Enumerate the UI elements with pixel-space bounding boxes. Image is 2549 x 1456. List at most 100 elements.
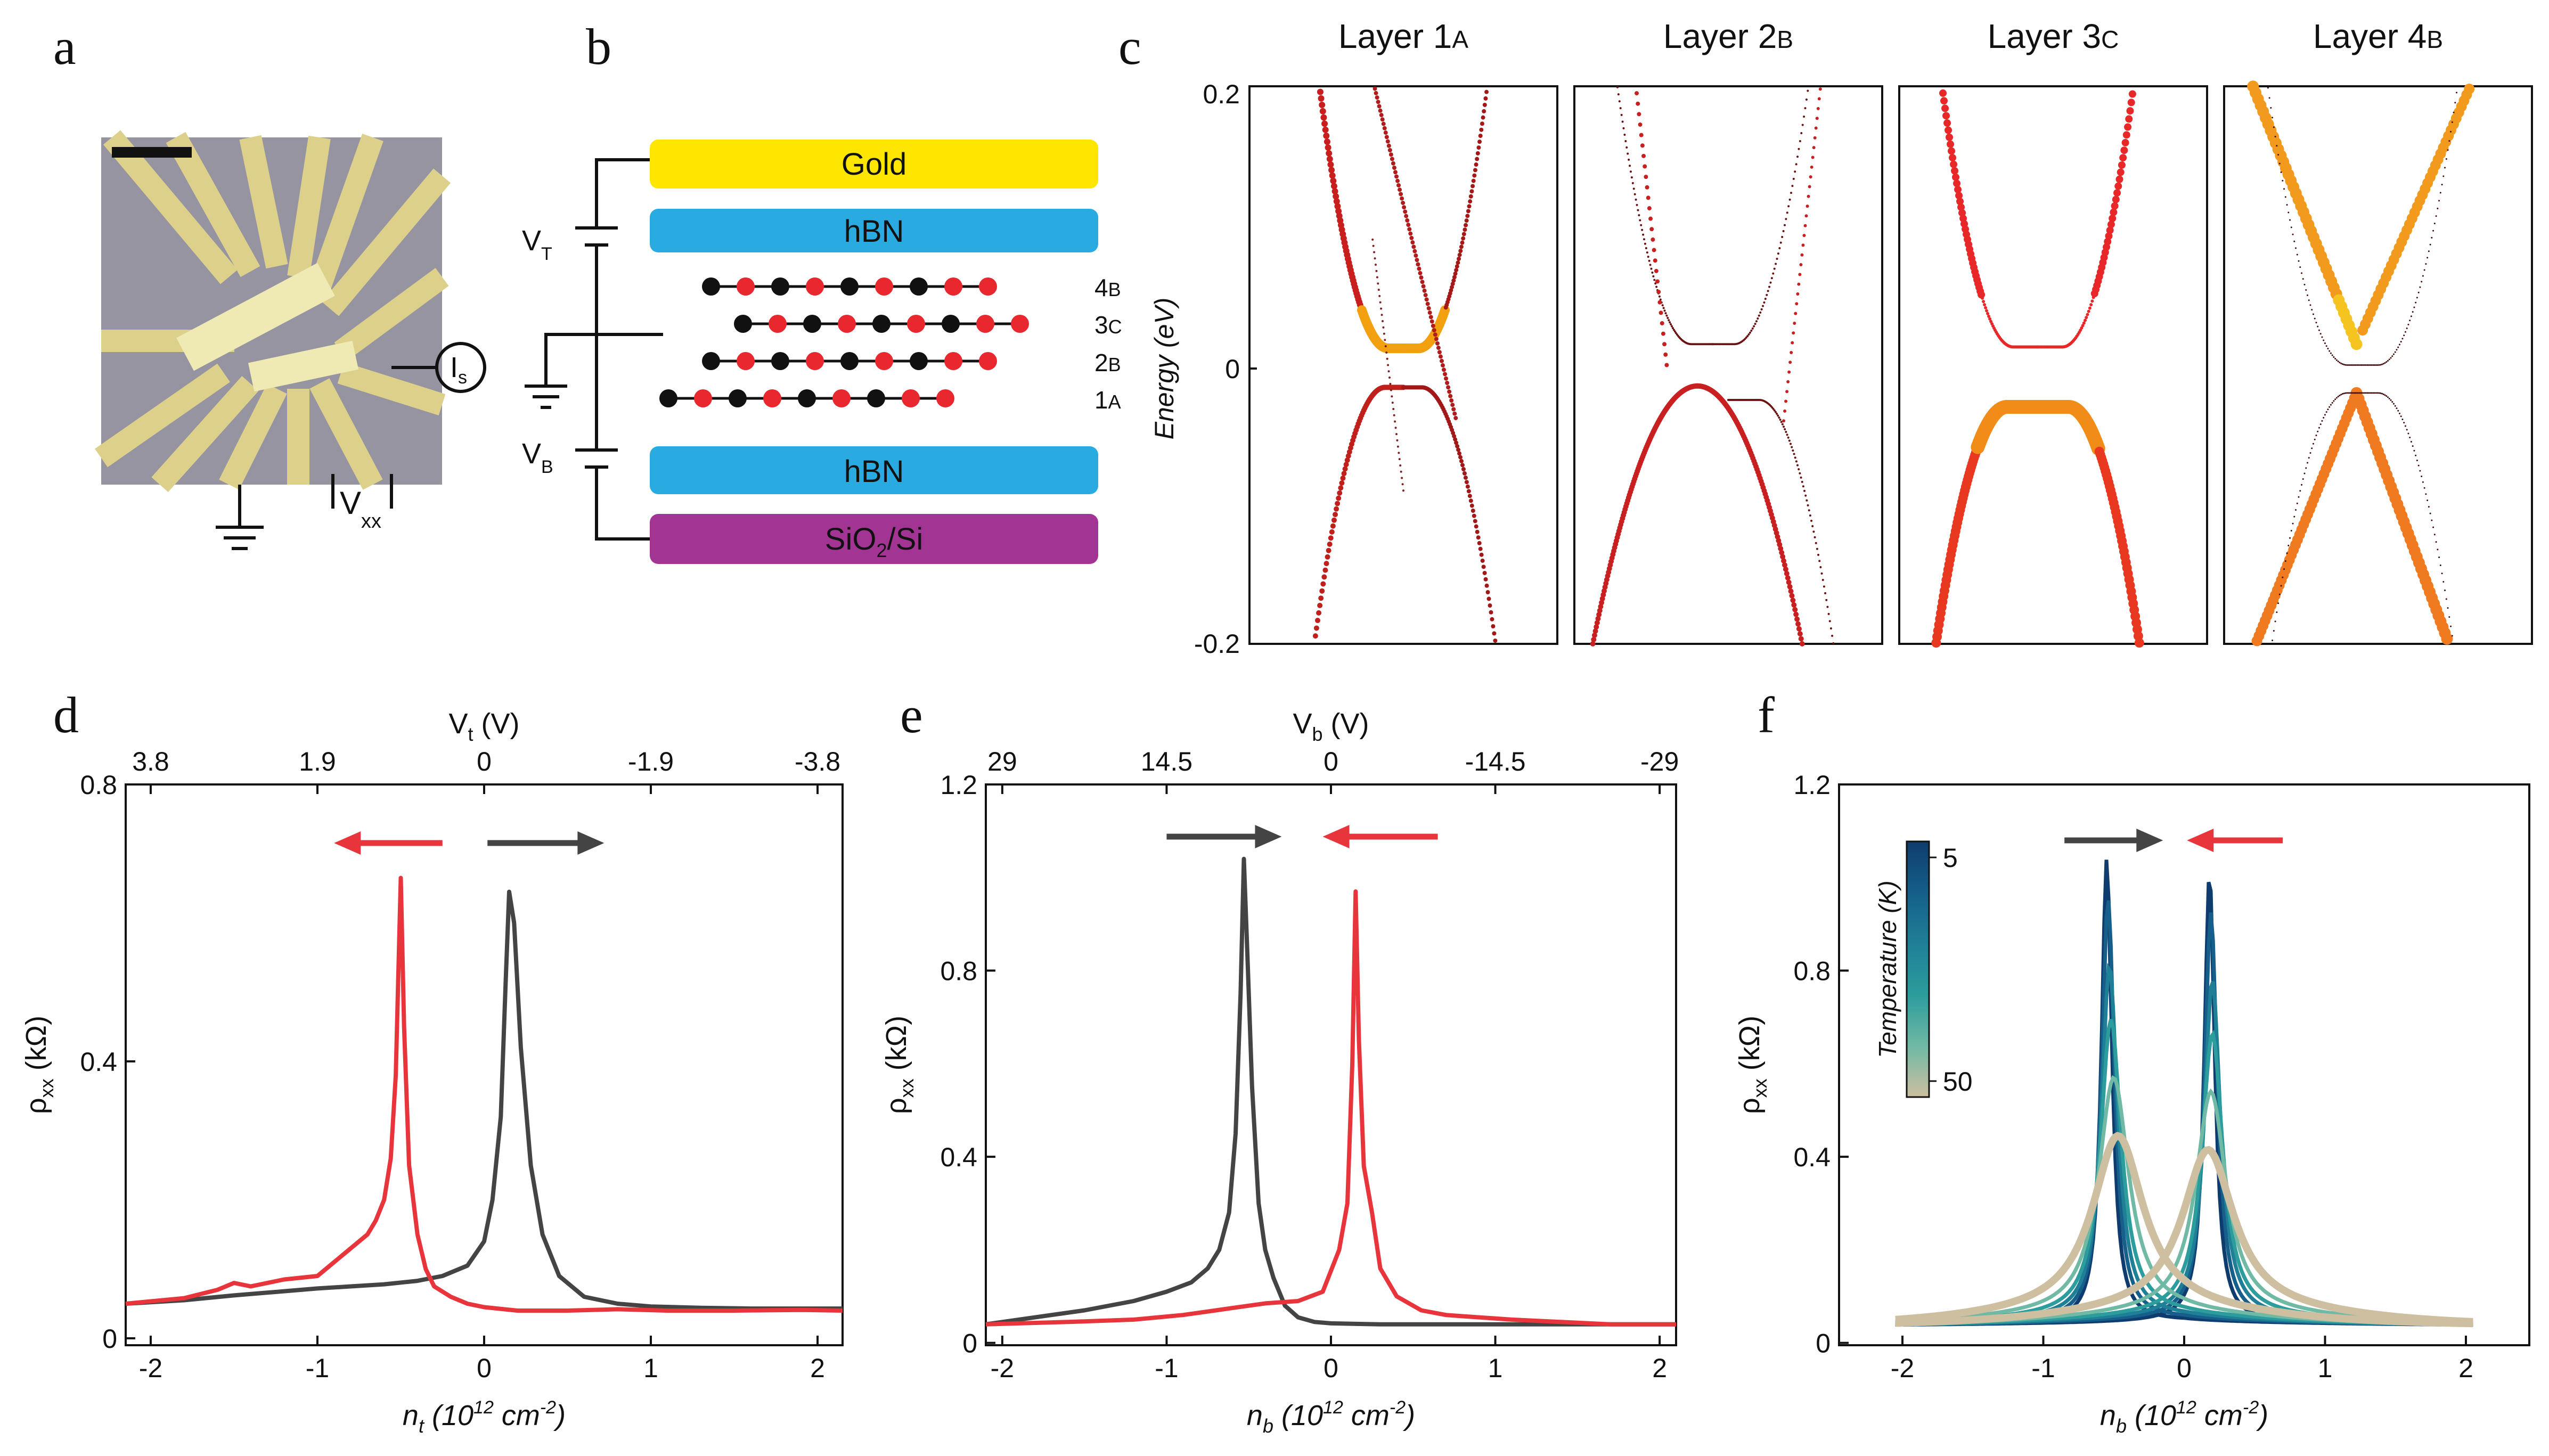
band-dot <box>2267 87 2269 89</box>
band-dot <box>1381 121 1386 126</box>
band-dot <box>1479 127 1484 132</box>
band-dot <box>1415 258 1419 263</box>
band-dot <box>1640 143 1645 148</box>
band-dot <box>2385 395 2388 397</box>
band-dot <box>2451 635 2453 637</box>
band-dot <box>1469 189 1474 194</box>
band-dot <box>2309 304 2311 306</box>
band-dot <box>2372 392 2374 394</box>
band-dot <box>1624 140 1627 143</box>
band-dot <box>1815 117 1819 120</box>
band-dot <box>2397 410 2399 412</box>
band-dot <box>1313 625 1319 631</box>
band-dot <box>1639 219 1641 222</box>
energy-tick-minus-0.2: -0.2 <box>1194 629 1240 659</box>
band-dot <box>1807 194 1810 198</box>
band-dot <box>1778 546 1784 552</box>
band-dot <box>2401 338 2404 340</box>
band-dot <box>2433 534 2436 536</box>
band-dot <box>1406 223 1411 227</box>
band-dot <box>2371 364 2373 366</box>
band-dot <box>1451 407 1456 412</box>
band-dot <box>1798 273 1802 276</box>
band-dot <box>1374 257 1376 260</box>
band-dot <box>1646 195 1651 200</box>
band-dot <box>2410 315 2412 317</box>
band-dot <box>1829 627 1832 629</box>
band-dot <box>1790 443 1792 445</box>
band-dot <box>1625 146 1628 149</box>
band-dot <box>1393 170 1398 175</box>
band-dot <box>1373 251 1376 253</box>
band-dot <box>1326 150 1333 157</box>
top-axis-label: Vb (V) <box>1293 708 1369 745</box>
band-dot <box>1786 433 1788 436</box>
series-line-sweep-up <box>985 856 1676 1327</box>
band-dot <box>1596 612 1602 618</box>
y-tick-label: 0.4 <box>80 1047 117 1077</box>
atom <box>1011 315 1029 333</box>
band-dot <box>2296 253 2298 256</box>
band-dot <box>2319 423 2322 426</box>
band-dot <box>1377 282 1379 285</box>
band-dot <box>1382 326 1385 329</box>
band-dot <box>2283 188 2285 190</box>
band-dot <box>2413 306 2415 308</box>
band-dot <box>2341 393 2343 395</box>
band-dot <box>2451 121 2453 123</box>
sweep-arrow-head <box>2136 829 2163 852</box>
band-dot <box>1436 346 1441 350</box>
band-dot <box>1322 567 1328 573</box>
band-dot <box>1662 307 1665 309</box>
band-dot <box>2333 356 2335 358</box>
band-dot <box>1328 535 1334 541</box>
band-dot <box>2355 364 2357 366</box>
band-dot <box>2353 392 2355 394</box>
panel-letter-f: f <box>1758 686 1775 743</box>
band-dot <box>2390 357 2392 359</box>
atom <box>771 352 789 370</box>
band-dot <box>1342 466 1348 472</box>
band-dot <box>1780 421 1783 423</box>
band-dot <box>1953 179 1961 187</box>
sweep-arrow-head <box>334 831 361 855</box>
band-dot <box>1330 177 1337 184</box>
band-dot <box>1323 138 1330 145</box>
band-dot <box>1327 161 1334 168</box>
band-dot <box>2415 454 2417 456</box>
band-dot <box>2350 338 2363 350</box>
band-dot <box>2311 447 2313 449</box>
band-dot <box>2106 226 2114 234</box>
band-dot <box>1319 108 1326 114</box>
band-dot <box>2319 333 2322 335</box>
band-dot <box>2370 364 2372 366</box>
band-dot <box>1982 300 1986 304</box>
band-dot <box>1468 194 1473 199</box>
band-dot <box>1781 236 1784 239</box>
band-dot <box>2331 354 2333 356</box>
band-dot <box>1455 444 1460 448</box>
band-dot <box>1791 602 1797 608</box>
band-dot <box>1378 108 1383 113</box>
band-dot <box>2445 158 2447 160</box>
band-dot <box>2428 506 2430 508</box>
atom <box>875 277 893 296</box>
band-dot <box>2317 430 2319 432</box>
band-dot <box>1799 641 1805 647</box>
band-dot <box>1426 306 1431 310</box>
band-dot <box>2308 457 2310 459</box>
subplot-title-layer1: Layer 1A <box>1338 17 1468 55</box>
band-dot <box>1479 552 1484 557</box>
band-dot <box>1659 310 1663 315</box>
band-dot <box>2346 364 2348 366</box>
band-dot <box>2118 161 2126 169</box>
band-dot <box>2366 364 2368 366</box>
band-dot <box>1340 475 1346 481</box>
band-dot <box>2299 266 2301 268</box>
band-dot <box>1460 463 1465 468</box>
band-dot <box>2368 364 2370 366</box>
band-dot <box>1801 124 1804 126</box>
band-dot <box>2305 289 2307 291</box>
band-dot <box>2112 195 2120 203</box>
top-tick-label: 3.8 <box>132 747 169 776</box>
